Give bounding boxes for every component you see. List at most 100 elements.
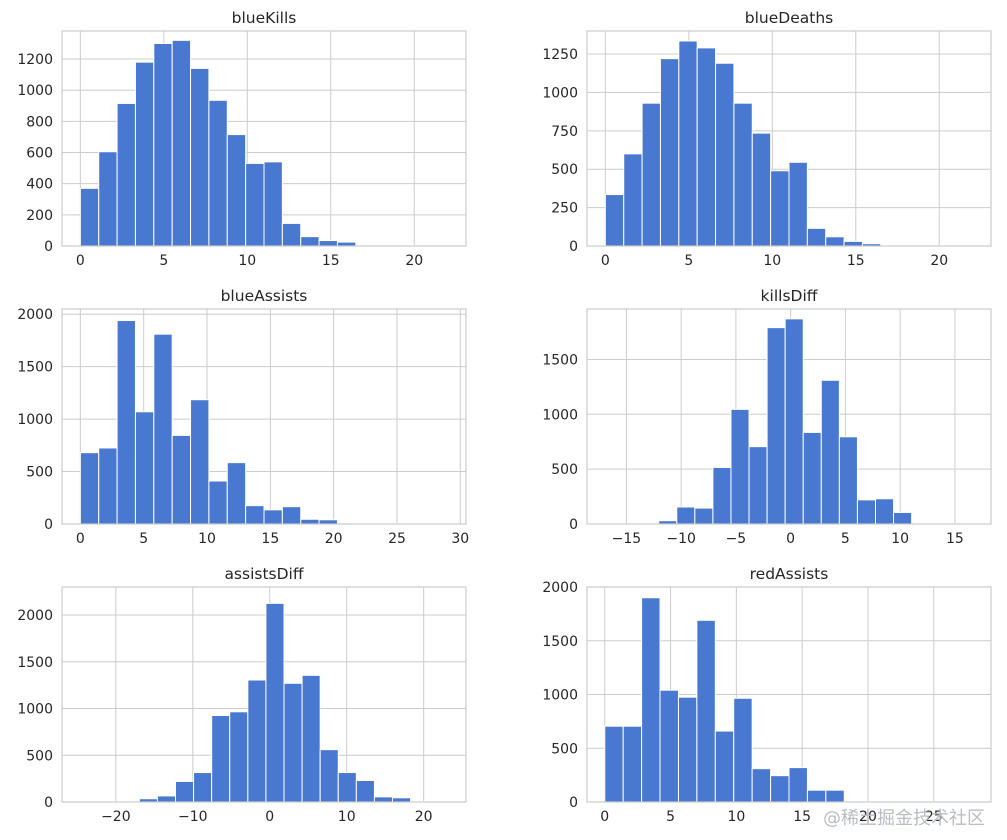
y-tick-label: 2000 <box>17 608 53 624</box>
x-tick-label: 5 <box>684 253 693 269</box>
histogram-bar <box>373 796 394 803</box>
y-tick-label: 2000 <box>542 580 578 596</box>
histogram-bar <box>694 507 714 525</box>
y-tick-label: 2000 <box>17 307 53 323</box>
histogram-bar <box>229 711 249 803</box>
histogram-bar <box>641 597 661 803</box>
y-tick-label: 1000 <box>542 688 578 704</box>
x-tick-label: −10 <box>178 809 208 825</box>
histogram-bar <box>676 506 696 525</box>
histogram-bar <box>715 62 735 247</box>
histogram-blueDeaths: 0 5 10 15 20 0 250 500 750 1000 1250 blueDeaths <box>542 9 992 269</box>
histogram-bar <box>263 509 283 525</box>
x-tick-label: 15 <box>946 531 964 547</box>
histogram-bar <box>622 725 643 803</box>
chart-title: killsDiff <box>761 287 818 305</box>
histogram-bar <box>788 767 808 803</box>
histogram-bar <box>156 795 177 803</box>
histogram-bar <box>659 58 680 247</box>
histogram-bar <box>318 519 338 525</box>
y-tick-label: 1000 <box>17 702 53 718</box>
x-tick-label: 10 <box>238 253 256 269</box>
histogram-bar <box>190 67 210 247</box>
x-tick-label: 0 <box>265 809 274 825</box>
x-tick-label: 5 <box>666 809 675 825</box>
chart-title: blueDeaths <box>745 9 833 27</box>
histogram-bar <box>281 222 302 247</box>
histogram-bar <box>171 434 192 525</box>
chart-title: assistsDiff <box>224 565 303 583</box>
axes-frame <box>586 30 992 247</box>
y-tick-label: 600 <box>26 146 53 162</box>
y-tick-label: 1000 <box>542 85 578 101</box>
histogram-bar <box>171 39 192 247</box>
watermark: @稀土掘金技术社区 <box>823 808 985 829</box>
x-tick-label: 15 <box>261 531 279 547</box>
y-tick-label: 1000 <box>17 412 53 428</box>
histogram-bar <box>641 102 661 247</box>
histogram-bar <box>714 730 735 803</box>
y-tick-label: 1500 <box>542 634 578 650</box>
histogram-bar <box>788 161 808 247</box>
histogram-killsDiff: −15 −10 −5 0 5 10 15 0 500 1000 1500 killsDiff <box>542 287 992 547</box>
histogram-bar <box>301 674 321 803</box>
histogram-bar <box>820 379 840 525</box>
axes-frame <box>586 308 992 525</box>
histogram-bar <box>153 42 173 247</box>
histogram-bar <box>247 679 267 803</box>
histogram-bar <box>116 102 136 247</box>
histogram-bar <box>843 240 863 247</box>
x-tick-label: −20 <box>101 809 131 825</box>
histogram-assistsDiff: −20 −10 0 10 20 0 500 1000 1500 2000 assistsDiff <box>17 565 467 825</box>
y-tick-label: 500 <box>26 748 53 764</box>
y-tick-label: 0 <box>44 517 53 533</box>
y-tick-label: 250 <box>551 201 578 217</box>
histogram-bar <box>283 682 303 803</box>
y-tick-label: 750 <box>551 124 578 140</box>
x-tick-label: 25 <box>925 809 943 825</box>
histogram-bar <box>677 696 698 803</box>
histogram-bar <box>678 40 698 247</box>
histogram-bar <box>79 452 100 525</box>
y-tick-label: 0 <box>569 517 578 533</box>
histogram-bar <box>208 99 228 247</box>
histogram-bar <box>825 789 845 803</box>
histogram-bar <box>300 518 320 525</box>
x-tick-label: 0 <box>600 809 609 825</box>
x-tick-label: 20 <box>415 809 433 825</box>
x-tick-label: 0 <box>786 531 795 547</box>
histogram-bar <box>751 768 772 803</box>
histogram-bar <box>134 411 155 525</box>
histogram-bar <box>751 132 772 247</box>
histogram-bar <box>245 162 265 247</box>
histogram-bar <box>337 772 357 803</box>
y-tick-label: 500 <box>26 465 53 481</box>
x-tick-label: 20 <box>405 253 423 269</box>
y-tick-label: 0 <box>44 795 53 811</box>
histogram-bar <box>226 134 247 247</box>
y-tick-label: 0 <box>569 239 578 255</box>
y-tick-label: 200 <box>26 208 53 224</box>
x-tick-label: 0 <box>76 531 85 547</box>
histogram-bar <box>874 498 895 525</box>
axes-frame <box>61 30 467 247</box>
histogram-bar <box>696 47 717 247</box>
y-tick-label: 1500 <box>17 655 53 671</box>
histogram-bar <box>392 797 412 803</box>
y-tick-label: 1500 <box>17 360 53 376</box>
chart-title: blueKills <box>232 9 297 27</box>
x-tick-label: −5 <box>726 531 747 547</box>
y-tick-label: 500 <box>551 162 578 178</box>
histogram-bar <box>696 619 716 803</box>
histogram-bar <box>208 480 228 525</box>
x-tick-label: −10 <box>666 531 696 547</box>
y-tick-label: 500 <box>551 462 578 478</box>
y-tick-label: 400 <box>26 177 53 193</box>
histogram-bar <box>190 399 210 525</box>
x-tick-label: 15 <box>322 253 340 269</box>
histogram-bar <box>318 240 338 247</box>
axes-frame <box>586 586 992 803</box>
histogram-bar <box>712 467 732 525</box>
x-tick-label: 10 <box>891 531 909 547</box>
